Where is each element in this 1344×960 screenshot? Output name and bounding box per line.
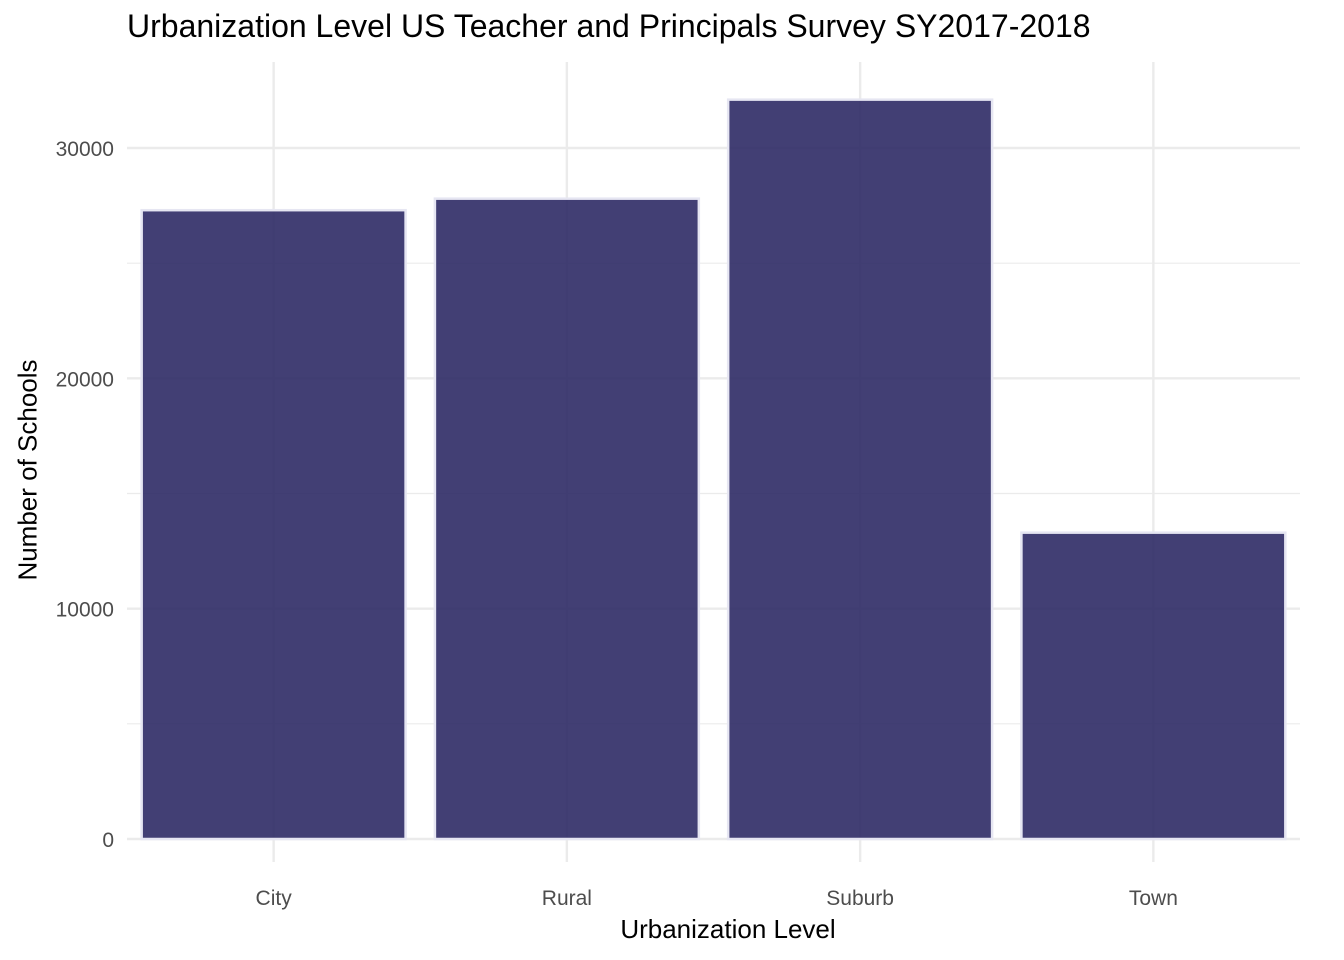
bars bbox=[140, 98, 1287, 841]
x-tick-label: Rural bbox=[542, 887, 592, 910]
bar-city bbox=[140, 208, 407, 841]
y-axis-title: Number of Schools bbox=[12, 359, 43, 581]
y-tick-label: 20000 bbox=[56, 368, 114, 391]
y-tick-label: 10000 bbox=[56, 599, 114, 622]
y-axis-ticks: 0 10000 20000 30000 bbox=[56, 138, 114, 852]
x-axis-ticks: City Rural Suburb Town bbox=[256, 887, 1178, 910]
chart-title: Urbanization Level US Teacher and Princi… bbox=[127, 8, 1091, 44]
x-tick-label: City bbox=[256, 887, 293, 910]
y-tick-label: 0 bbox=[102, 829, 114, 852]
x-axis-title: Urbanization Level bbox=[620, 914, 836, 944]
x-tick-label: Suburb bbox=[826, 887, 894, 910]
bar-suburb bbox=[726, 98, 994, 841]
y-tick-label: 30000 bbox=[56, 138, 114, 161]
bar-rural bbox=[433, 197, 701, 841]
bar-town bbox=[1020, 531, 1287, 841]
x-tick-label: Town bbox=[1129, 887, 1178, 910]
